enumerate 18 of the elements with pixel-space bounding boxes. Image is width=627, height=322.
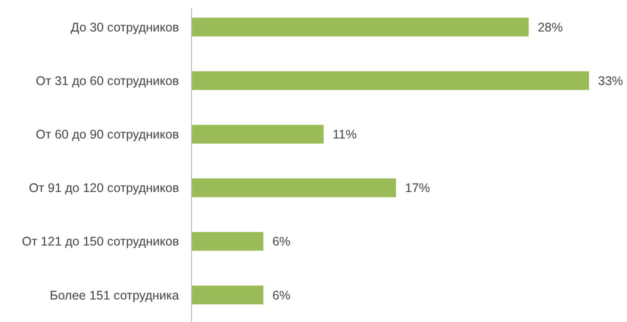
y-tick-label: До 30 сотрудников (70, 20, 180, 34)
bar (191, 71, 589, 90)
bar (191, 178, 396, 198)
y-tick-label: От 121 до 150 сотрудников (22, 234, 180, 249)
data-label: 28% (538, 20, 563, 34)
data-label: 11% (332, 128, 357, 142)
y-tick-label: От 91 до 120 сотрудников (28, 181, 180, 196)
bar (191, 124, 324, 144)
y-tick-label: Более 151 сотрудника (50, 288, 180, 302)
bar (191, 18, 529, 36)
data-label: 17% (405, 181, 430, 196)
data-label: 6% (272, 234, 290, 249)
data-label: 33% (598, 74, 624, 88)
y-tick-label: От 60 до 90 сотрудников (36, 128, 180, 142)
bar (191, 286, 264, 304)
y-tick-label: От 31 до 60 сотрудников (36, 74, 180, 88)
data-label: 6% (272, 288, 290, 302)
bar (191, 232, 264, 251)
